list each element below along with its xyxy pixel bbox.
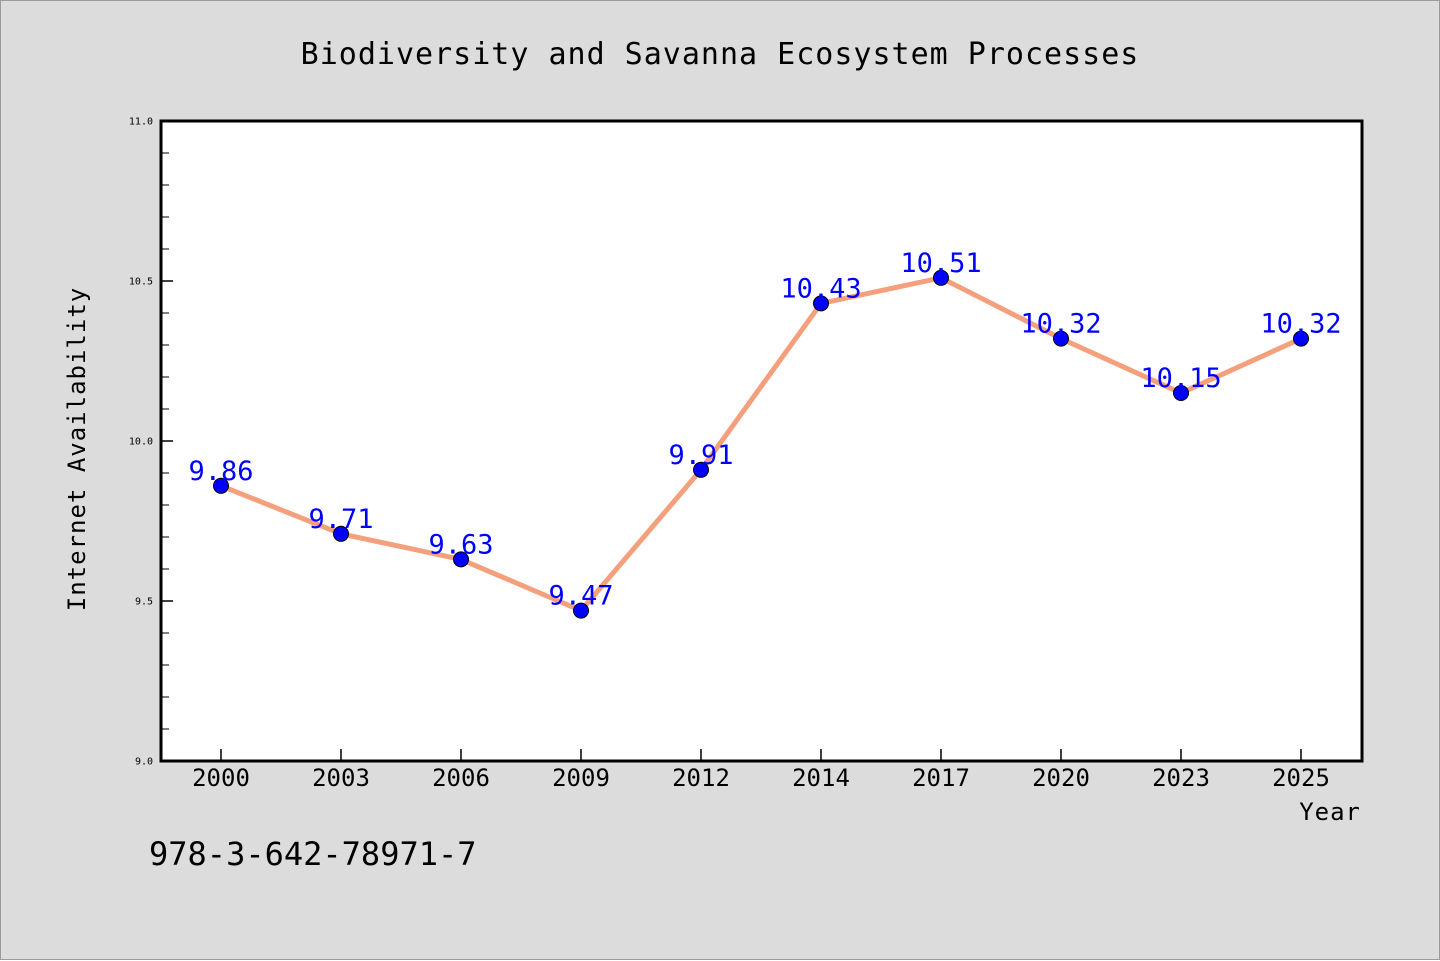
x-tick-label: 2023	[1152, 764, 1210, 792]
y-axis-label: Internet Availability	[63, 287, 91, 611]
data-label: 10.43	[780, 273, 861, 304]
data-point	[933, 269, 949, 286]
x-axis-ticks: 2000 2003 2006 2009 2012 2014 2017 2020 2023 2025	[192, 749, 1330, 792]
data-label: 10.51	[900, 248, 981, 279]
data-point	[453, 551, 469, 568]
data-point	[333, 525, 349, 542]
x-tick-label: 2000	[192, 764, 250, 792]
x-tick-label: 2020	[1032, 764, 1090, 792]
data-label: 10.32	[1020, 309, 1101, 340]
data-point	[1173, 385, 1189, 401]
data-point	[813, 295, 829, 312]
data-labels: 9.86 9.71 9.63 9.47 9.91 10.43 10.51 10.32 10.15…	[188, 248, 1341, 612]
x-tick-label: 2009	[552, 764, 610, 792]
y-tick-label: 10.0	[129, 437, 153, 448]
data-label: 9.91	[668, 440, 733, 471]
data-label: 10.32	[1260, 309, 1341, 340]
data-point	[1293, 330, 1309, 347]
plot-background	[161, 121, 1362, 761]
x-tick-label: 2003	[312, 764, 370, 792]
data-point	[693, 461, 709, 478]
series-line	[218, 275, 1304, 614]
data-label: 9.63	[428, 529, 493, 560]
data-point	[573, 602, 589, 619]
data-point	[1053, 330, 1069, 347]
plot-area: 9.09.510.010.511.0 2000 2003 2006 2009 2012 2…	[129, 117, 1364, 792]
data-label: 9.47	[548, 581, 613, 612]
data-point	[213, 477, 229, 494]
data-label: 9.86	[188, 456, 253, 487]
x-tick-label: 2012	[672, 764, 730, 792]
x-tick-label: 2017	[912, 764, 970, 792]
plot-frame	[159, 119, 1364, 763]
x-axis-label: Year	[1299, 798, 1361, 826]
data-markers	[213, 269, 1309, 619]
y-tick-label: 9.5	[135, 597, 153, 608]
y-tick-label: 10.5	[129, 277, 153, 288]
data-label: 9.71	[308, 504, 373, 535]
isbn-label: 978-3-642-78971-7	[149, 835, 477, 873]
data-label: 10.15	[1140, 363, 1221, 394]
y-tick-label: 9.0	[135, 757, 153, 768]
chart-title: Biodiversity and Savanna Ecosystem Proce…	[301, 37, 1140, 72]
x-tick-label: 2025	[1272, 764, 1330, 792]
x-tick-label: 2006	[432, 764, 490, 792]
x-tick-label: 2014	[792, 764, 850, 792]
y-tick-label: 11.0	[129, 117, 153, 128]
